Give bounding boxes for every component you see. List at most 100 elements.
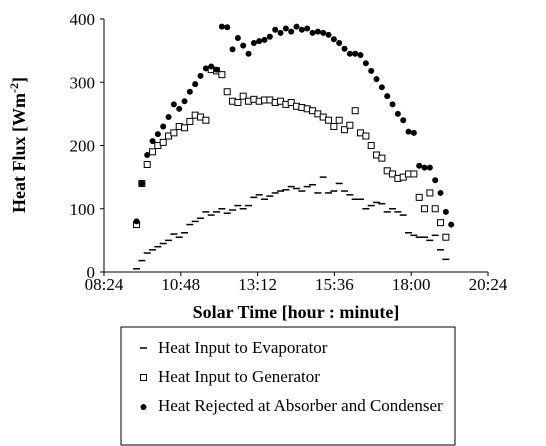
- point: [437, 189, 444, 196]
- y-tick-label: 0: [87, 263, 96, 282]
- point: [442, 233, 450, 241]
- point: [186, 117, 194, 125]
- point: [213, 66, 220, 73]
- point: [138, 180, 145, 187]
- point: [357, 52, 364, 59]
- point: [405, 128, 412, 135]
- point: [437, 219, 445, 227]
- point: [410, 129, 417, 136]
- point: [330, 123, 338, 131]
- y-tick-label: 400: [70, 10, 96, 29]
- point: [373, 76, 380, 83]
- x-tick-label: 20:24: [469, 275, 508, 294]
- legend: [120, 326, 456, 446]
- y-axis-label-sup: -2: [7, 83, 21, 93]
- point: [224, 24, 231, 31]
- legend-label: Heat Rejected at Absorber and Condenser: [158, 396, 443, 415]
- x-tick-label: 13:12: [238, 275, 277, 294]
- point: [159, 138, 167, 146]
- point: [448, 221, 455, 228]
- point: [181, 98, 188, 105]
- point: [330, 36, 337, 43]
- point: [309, 29, 316, 36]
- point: [416, 162, 423, 169]
- legend-marker: [140, 374, 147, 381]
- point: [197, 72, 204, 79]
- point: [160, 123, 167, 130]
- point: [208, 63, 215, 70]
- point: [154, 131, 161, 138]
- y-axis-label: Heat Flux [Wm-2]: [7, 77, 29, 213]
- point: [170, 129, 178, 137]
- point: [186, 88, 193, 95]
- point: [314, 28, 321, 35]
- point: [421, 164, 428, 171]
- point: [426, 164, 433, 171]
- point: [272, 26, 279, 33]
- point: [181, 124, 189, 132]
- point: [133, 218, 140, 225]
- point: [298, 26, 305, 33]
- point: [144, 151, 151, 158]
- point: [389, 101, 396, 108]
- point: [277, 29, 284, 36]
- point: [304, 25, 311, 32]
- point: [431, 205, 439, 213]
- point: [341, 45, 348, 52]
- point: [394, 110, 401, 117]
- legend-label: Heat Input to Generator: [158, 367, 320, 386]
- point: [229, 46, 236, 53]
- point: [234, 34, 241, 41]
- y-tick-label: 300: [70, 73, 96, 92]
- point: [341, 126, 349, 134]
- point: [346, 121, 354, 129]
- legend-marker: [140, 404, 147, 410]
- point: [384, 93, 391, 100]
- x-tick-label: 15:36: [315, 275, 354, 294]
- point: [400, 117, 407, 124]
- point: [143, 160, 151, 168]
- point: [282, 25, 289, 32]
- point: [192, 81, 199, 88]
- y-axis-label-main: Heat Flux [Wm: [9, 93, 29, 213]
- point: [320, 29, 327, 36]
- point: [335, 116, 343, 124]
- point: [218, 71, 226, 79]
- point: [261, 36, 268, 43]
- point: [239, 92, 247, 100]
- x-tick-label: 08:24: [85, 275, 124, 294]
- point: [378, 84, 385, 91]
- point: [149, 148, 157, 156]
- point: [234, 98, 242, 106]
- point: [362, 60, 369, 67]
- legend-label: Heat Input to Evaporator: [158, 338, 328, 357]
- point: [415, 193, 423, 201]
- point: [346, 50, 353, 57]
- x-axis-label: Solar Time [hour : minute]: [193, 302, 400, 322]
- point: [218, 23, 225, 30]
- point: [266, 33, 273, 40]
- point: [202, 116, 210, 124]
- point: [165, 114, 172, 121]
- point: [426, 189, 434, 197]
- x-tick-label: 10:48: [161, 275, 200, 294]
- point: [240, 42, 247, 49]
- point: [367, 142, 375, 149]
- point: [325, 31, 332, 38]
- point: [256, 38, 263, 45]
- point: [245, 50, 252, 57]
- point: [336, 40, 343, 47]
- point: [351, 107, 359, 115]
- plot-area: 0 100 200 300 400 08:24 10:48 13:12 15:36 18:00 20…: [70, 10, 508, 294]
- point: [325, 116, 333, 124]
- point: [293, 23, 300, 30]
- point: [287, 98, 295, 106]
- y-axis-label-end: ]: [9, 77, 29, 83]
- point: [288, 28, 295, 35]
- point: [432, 177, 439, 184]
- point: [223, 88, 231, 96]
- point: [442, 208, 449, 215]
- y-tick-label: 200: [70, 137, 96, 156]
- y-tick-label: 100: [70, 200, 96, 219]
